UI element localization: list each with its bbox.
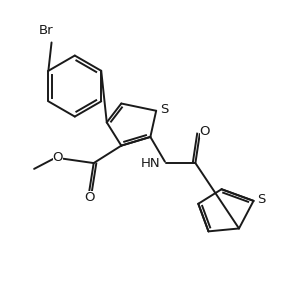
- Text: O: O: [200, 124, 210, 138]
- Text: HN: HN: [140, 158, 160, 170]
- Text: O: O: [84, 191, 95, 205]
- Text: S: S: [160, 103, 168, 116]
- Text: S: S: [258, 193, 266, 206]
- Text: Br: Br: [39, 24, 53, 37]
- Text: O: O: [53, 151, 63, 164]
